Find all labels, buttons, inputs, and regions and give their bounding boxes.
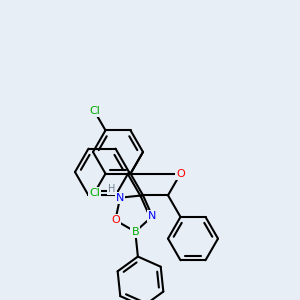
Text: Cl: Cl [89, 188, 100, 198]
Text: H: H [108, 184, 116, 194]
Text: Cl: Cl [89, 106, 100, 116]
Text: N: N [116, 193, 124, 203]
Text: O: O [176, 169, 185, 179]
Text: O: O [111, 215, 120, 225]
Text: N: N [148, 211, 157, 221]
Text: B: B [131, 227, 139, 237]
